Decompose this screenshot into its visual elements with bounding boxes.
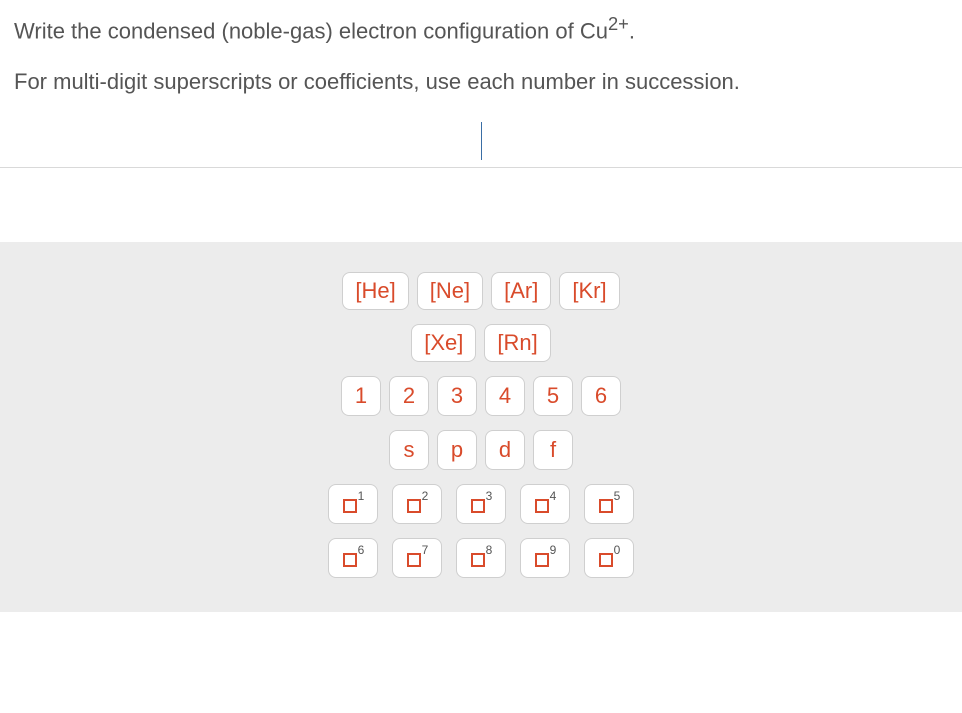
noble-kr-button[interactable]: [Kr] bbox=[559, 272, 619, 310]
orbital-d-button[interactable]: d bbox=[485, 430, 525, 470]
noble-xe-button[interactable]: [Xe] bbox=[411, 324, 476, 362]
placeholder-box-icon bbox=[343, 553, 357, 567]
num-5-button[interactable]: 5 bbox=[533, 376, 573, 416]
noble-rn-button[interactable]: [Rn] bbox=[484, 324, 550, 362]
q1-pre: Write the condensed (noble-gas) electron… bbox=[14, 18, 608, 43]
sup-2-button[interactable]: 2 bbox=[392, 484, 442, 524]
sup-7-button[interactable]: 7 bbox=[392, 538, 442, 578]
noble-he-button[interactable]: [He] bbox=[342, 272, 408, 310]
superscript-row-2: 6 7 8 9 0 bbox=[0, 538, 962, 578]
sup-label: 1 bbox=[358, 489, 365, 503]
text-cursor bbox=[481, 122, 482, 160]
answer-input[interactable] bbox=[0, 116, 962, 168]
num-6-button[interactable]: 6 bbox=[581, 376, 621, 416]
sup-label: 7 bbox=[422, 543, 429, 557]
sup-label: 9 bbox=[550, 543, 557, 557]
sup-label: 8 bbox=[486, 543, 493, 557]
placeholder-box-icon bbox=[407, 553, 421, 567]
noble-gas-row-1: [He] [Ne] [Ar] [Kr] bbox=[0, 272, 962, 310]
num-4-button[interactable]: 4 bbox=[485, 376, 525, 416]
symbol-palette: [He] [Ne] [Ar] [Kr] [Xe] [Rn] 1 2 3 4 5 … bbox=[0, 242, 962, 612]
sup-8-button[interactable]: 8 bbox=[456, 538, 506, 578]
question-line-2: For multi-digit superscripts or coeffici… bbox=[14, 65, 948, 98]
placeholder-box-icon bbox=[535, 553, 549, 567]
num-2-button[interactable]: 2 bbox=[389, 376, 429, 416]
sup-6-button[interactable]: 6 bbox=[328, 538, 378, 578]
sup-9-button[interactable]: 9 bbox=[520, 538, 570, 578]
sup-label: 5 bbox=[614, 489, 621, 503]
placeholder-box-icon bbox=[599, 553, 613, 567]
sup-label: 2 bbox=[422, 489, 429, 503]
question-line-1: Write the condensed (noble-gas) electron… bbox=[14, 10, 948, 47]
sup-label: 3 bbox=[486, 489, 493, 503]
placeholder-box-icon bbox=[535, 499, 549, 513]
sup-5-button[interactable]: 5 bbox=[584, 484, 634, 524]
placeholder-box-icon bbox=[407, 499, 421, 513]
placeholder-box-icon bbox=[471, 553, 485, 567]
sup-4-button[interactable]: 4 bbox=[520, 484, 570, 524]
orbital-f-button[interactable]: f bbox=[533, 430, 573, 470]
noble-ne-button[interactable]: [Ne] bbox=[417, 272, 483, 310]
orbital-s-button[interactable]: s bbox=[389, 430, 429, 470]
sup-label: 6 bbox=[358, 543, 365, 557]
noble-ar-button[interactable]: [Ar] bbox=[491, 272, 551, 310]
sup-label: 0 bbox=[614, 543, 621, 557]
q1-post: . bbox=[629, 18, 635, 43]
num-3-button[interactable]: 3 bbox=[437, 376, 477, 416]
sup-1-button[interactable]: 1 bbox=[328, 484, 378, 524]
placeholder-box-icon bbox=[599, 499, 613, 513]
number-row: 1 2 3 4 5 6 bbox=[0, 376, 962, 416]
sup-0-button[interactable]: 0 bbox=[584, 538, 634, 578]
num-1-button[interactable]: 1 bbox=[341, 376, 381, 416]
orbital-p-button[interactable]: p bbox=[437, 430, 477, 470]
q1-sup: 2+ bbox=[608, 13, 629, 34]
sup-3-button[interactable]: 3 bbox=[456, 484, 506, 524]
placeholder-box-icon bbox=[343, 499, 357, 513]
orbital-row: s p d f bbox=[0, 430, 962, 470]
placeholder-box-icon bbox=[471, 499, 485, 513]
sup-label: 4 bbox=[550, 489, 557, 503]
noble-gas-row-2: [Xe] [Rn] bbox=[0, 324, 962, 362]
superscript-row-1: 1 2 3 4 5 bbox=[0, 484, 962, 524]
